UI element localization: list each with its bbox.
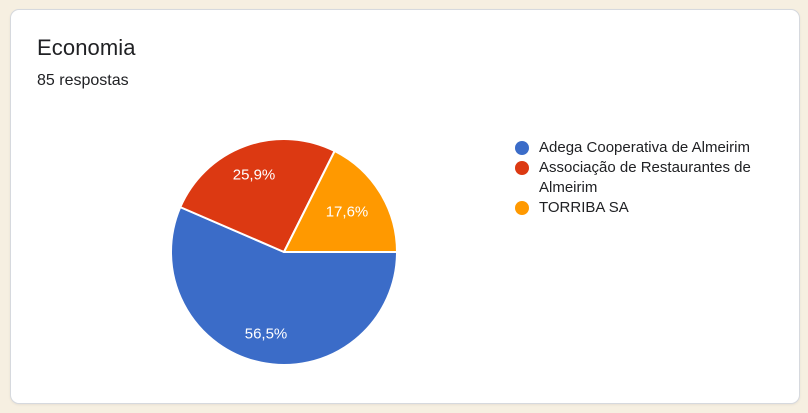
legend-item: Adega Cooperativa de Almeirim <box>515 138 765 158</box>
legend-color-dot <box>515 201 529 215</box>
question-summary-card: Economia 85 respostas 56,5% 25,9% 17,6% … <box>10 9 800 404</box>
legend-item: TORRIBA SA <box>515 198 765 218</box>
pie-slice-value-torriba: 17,6% <box>326 203 369 220</box>
pie-slice-value-adega: 56,5% <box>245 325 288 342</box>
legend-color-dot <box>515 141 529 155</box>
responses-count: 85 respostas <box>37 72 129 89</box>
pie-chart: 56,5% 25,9% 17,6% <box>170 137 398 366</box>
legend-label: Associação de Restaurantes de Almeirim <box>539 159 751 196</box>
legend-item: Associação de Restaurantes de Almeirim <box>515 158 765 198</box>
chart-legend: Adega Cooperativa de Almeirim Associação… <box>515 138 765 218</box>
legend-label: TORRIBA SA <box>539 199 629 216</box>
pie-slice-value-associacao: 25,9% <box>233 166 276 183</box>
legend-label: Adega Cooperativa de Almeirim <box>539 139 750 156</box>
pie-slice-torriba[interactable] <box>283 149 398 253</box>
pie-slice-adega-cooperativa[interactable] <box>170 206 398 366</box>
legend-color-dot <box>515 161 529 175</box>
pie-slice-associacao-restaurantes[interactable] <box>179 137 336 253</box>
question-title: Economia <box>37 35 136 60</box>
